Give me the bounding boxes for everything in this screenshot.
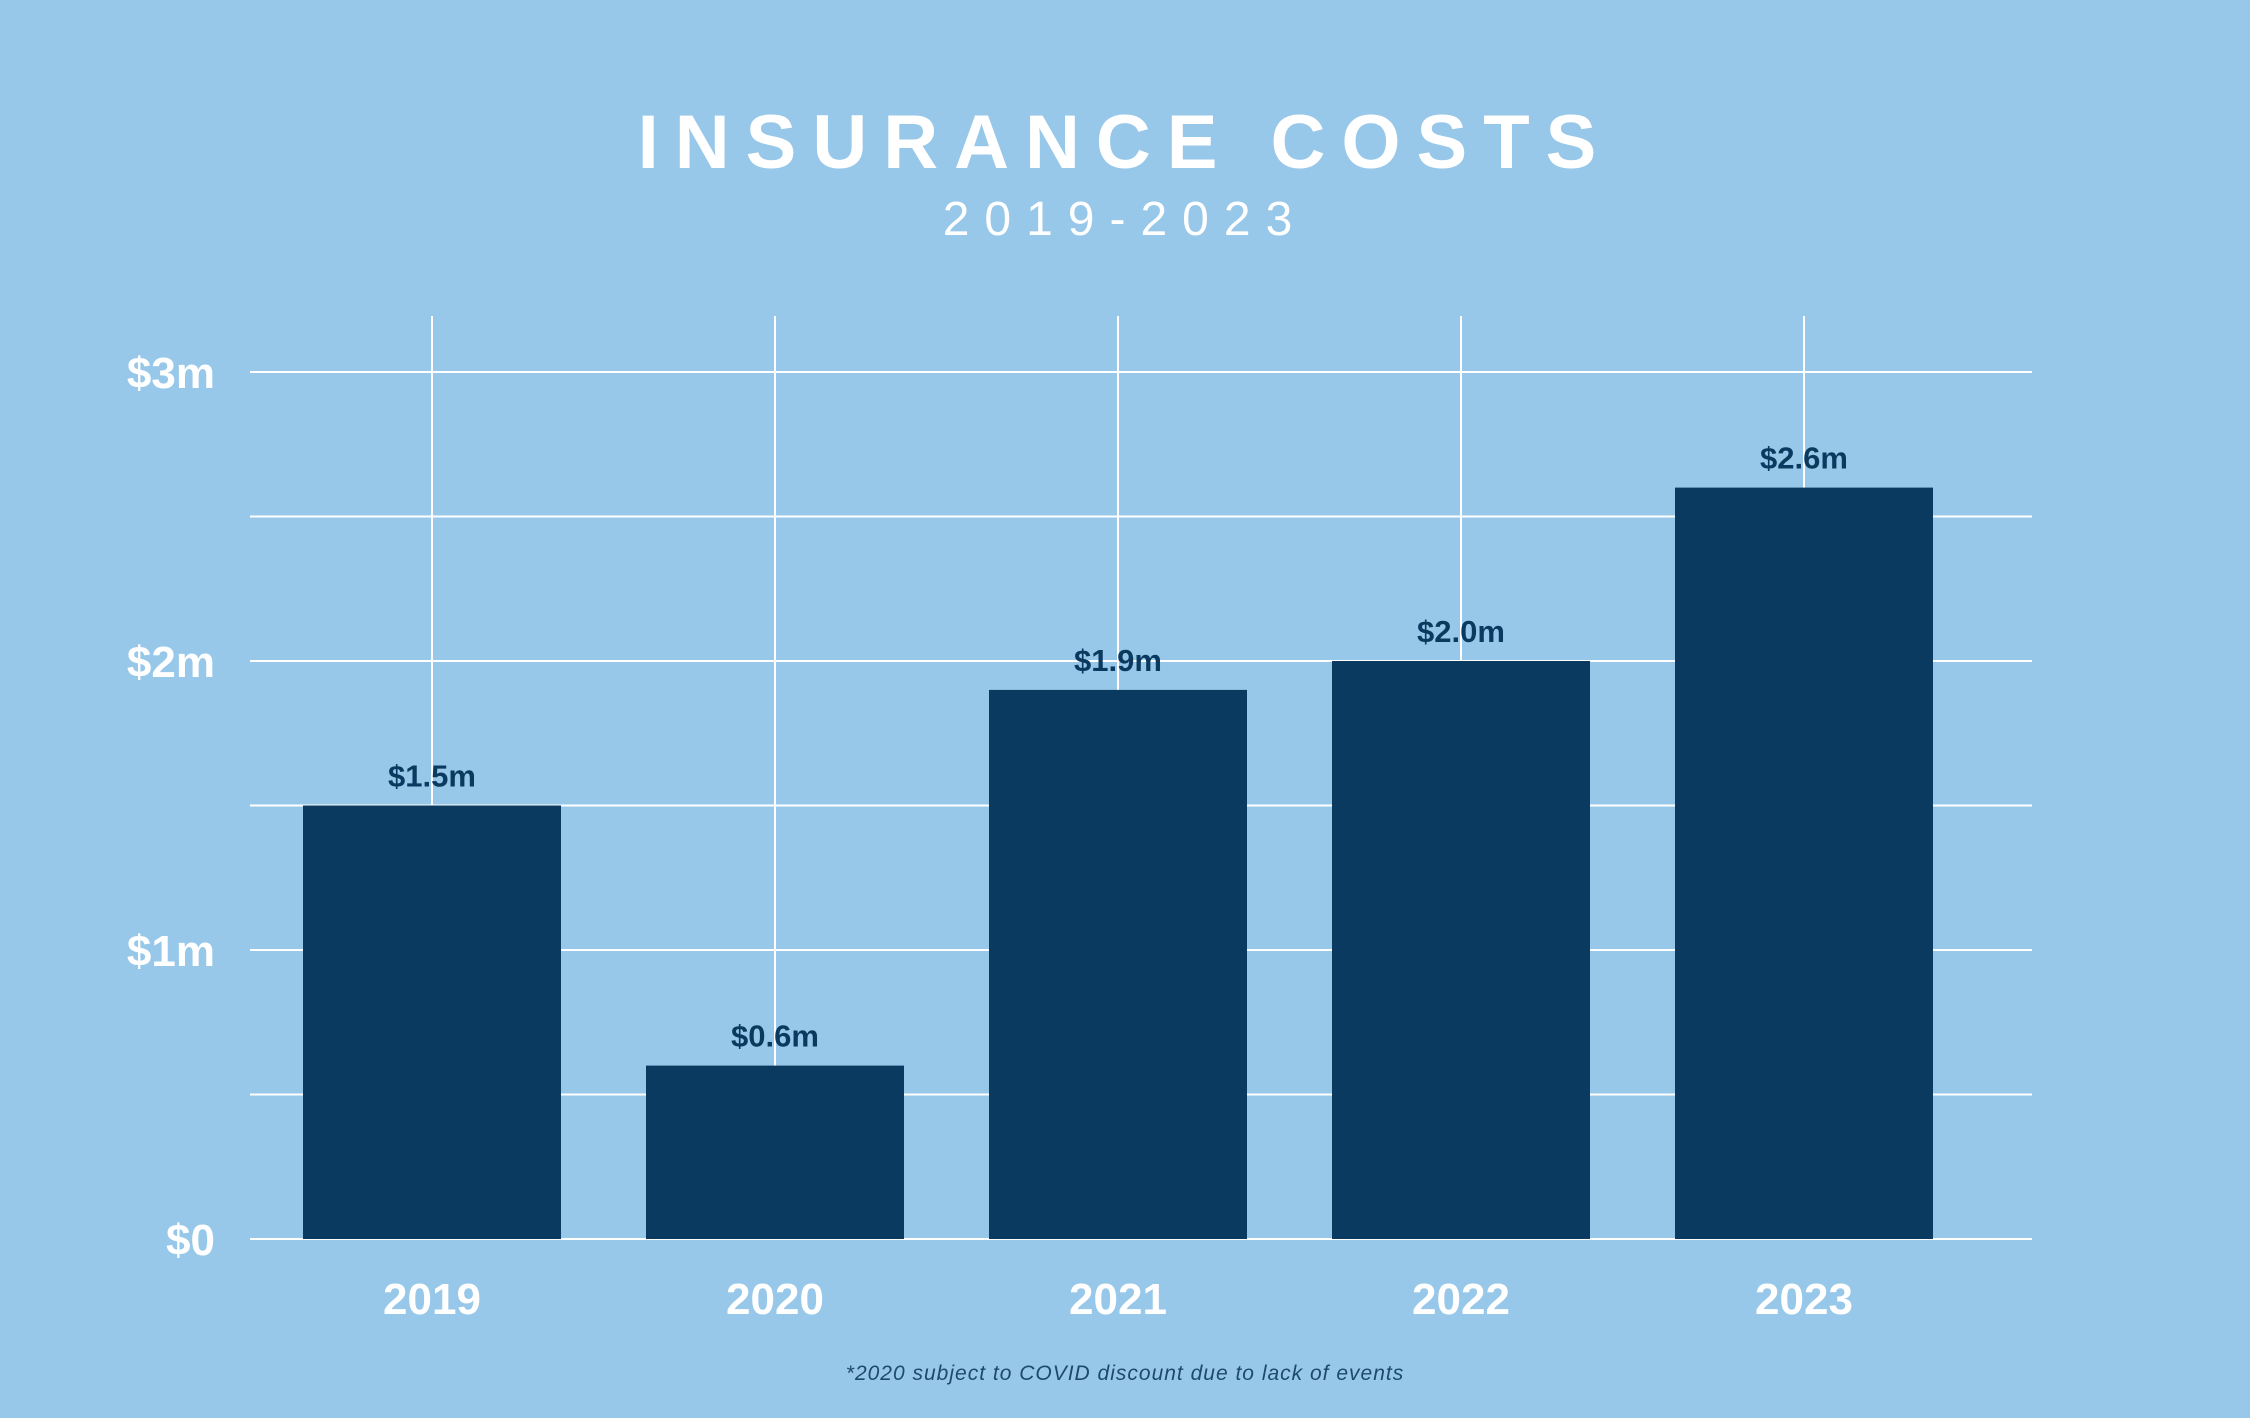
footnote: *2020 subject to COVID discount due to l…: [845, 1362, 1405, 1385]
x-tick-label: 2023: [1755, 1275, 1853, 1324]
bar-2020: [646, 1065, 904, 1239]
x-tick-label: 2022: [1412, 1275, 1510, 1324]
data-label: $2.0m: [1417, 614, 1505, 649]
y-tick-label: $1m: [127, 927, 215, 976]
data-label: $1.5m: [388, 759, 476, 794]
x-tick-label: 2019: [383, 1275, 481, 1324]
chart-subtitle: 2019-2023: [942, 193, 1308, 246]
y-tick-label: $2m: [127, 638, 215, 687]
x-tick-label: 2021: [1069, 1275, 1167, 1324]
chart-title: INSURANCE COSTS: [637, 100, 1613, 185]
bar-2021: [989, 689, 1247, 1239]
data-label: $0.6m: [731, 1019, 819, 1054]
bar-2023: [1675, 487, 1933, 1240]
y-tick-label: $0: [166, 1216, 215, 1265]
bar-2022: [1332, 661, 1590, 1239]
x-tick-label: 2020: [726, 1275, 824, 1324]
data-label: $1.9m: [1074, 643, 1162, 678]
y-tick-label: $3m: [127, 349, 215, 398]
data-label: $2.6m: [1760, 441, 1848, 476]
bar-2019: [303, 805, 561, 1239]
